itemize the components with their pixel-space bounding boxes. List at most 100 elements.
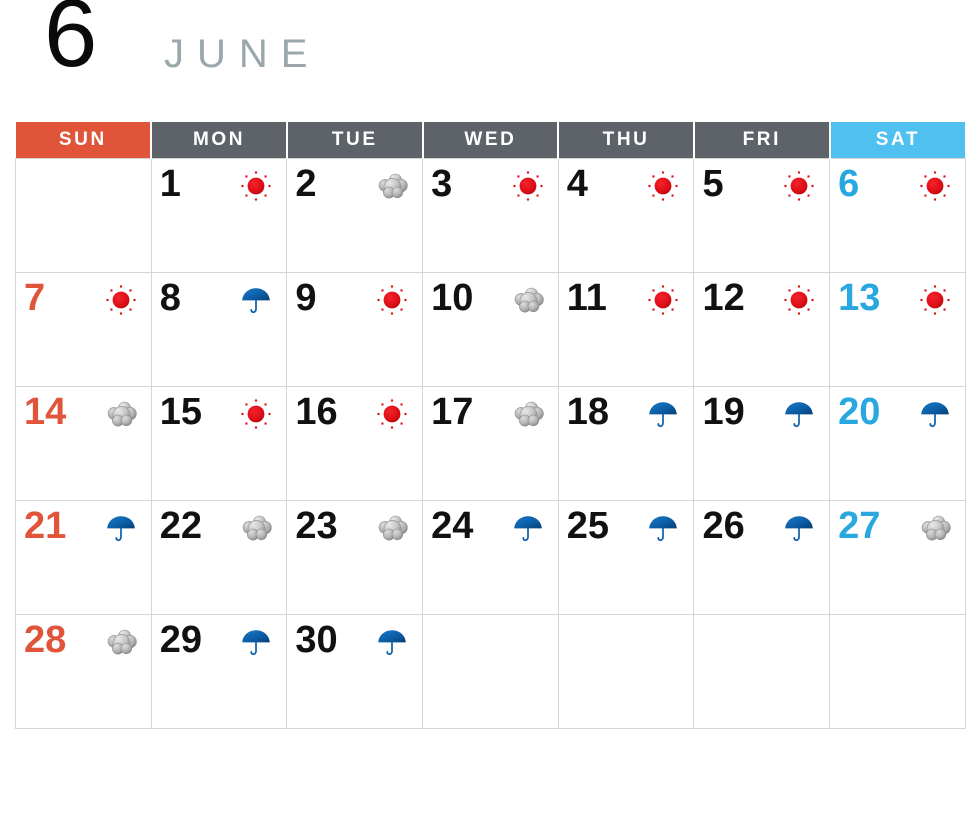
calendar-cell-inner: 14 — [16, 387, 151, 500]
cloud-icon — [238, 510, 274, 546]
calendar-cell-day[interactable]: 21 — [15, 500, 152, 615]
calendar-week-row: 14 15 16 17 18 19 20 — [15, 386, 966, 501]
calendar-cell-inner: 6 — [830, 159, 965, 272]
calendar-cell-inner — [559, 615, 694, 728]
calendar-cell-day[interactable]: 22 — [150, 500, 288, 615]
day-number: 12 — [702, 277, 745, 319]
cloud-icon — [374, 510, 410, 546]
calendar-cell-inner: 4 — [559, 159, 694, 272]
day-number: 1 — [159, 163, 181, 205]
calendar-cell-day[interactable]: 11 — [557, 272, 695, 387]
sun-icon — [374, 282, 410, 318]
calendar-cell-day[interactable]: 30 — [286, 614, 424, 729]
umbrella-icon — [238, 282, 274, 318]
weekday-header-mon: MON — [151, 122, 288, 159]
day-number: 5 — [702, 163, 724, 205]
calendar-cell-day[interactable]: 23 — [286, 500, 424, 615]
day-number: 14 — [24, 391, 67, 433]
month-name: JUNE — [164, 32, 321, 76]
umbrella-icon — [374, 624, 410, 660]
umbrella-icon — [917, 396, 953, 432]
calendar-cell-day[interactable]: 5 — [693, 158, 831, 273]
day-number: 2 — [295, 163, 317, 205]
calendar-body: 1 2 3 4 5 6 7 8 9 10 11 12 13 14 15 16 17 18 19 20 21 22 23 24 2… — [15, 158, 966, 729]
calendar-cell-empty — [829, 614, 966, 729]
umbrella-icon — [103, 510, 139, 546]
calendar-cell-day[interactable]: 16 — [286, 386, 424, 501]
month-number: 6 — [44, 0, 97, 87]
calendar-cell-inner: 12 — [694, 273, 829, 386]
day-number: 17 — [431, 391, 474, 433]
calendar-cell-day[interactable]: 8 — [150, 272, 288, 387]
cloud-icon — [103, 396, 139, 432]
calendar-cell-day[interactable]: 28 — [15, 614, 152, 729]
sun-icon — [781, 282, 817, 318]
calendar-cell-inner: 20 — [830, 387, 965, 500]
calendar-week-row: 1 2 3 4 5 6 — [15, 158, 966, 273]
sun-icon — [238, 396, 274, 432]
calendar-cell-inner: 18 — [559, 387, 694, 500]
calendar-cell-day[interactable]: 10 — [422, 272, 559, 387]
day-number: 21 — [24, 505, 67, 547]
calendar-cell-day[interactable]: 18 — [557, 386, 695, 501]
day-number: 6 — [838, 163, 860, 205]
calendar-cell-inner — [423, 615, 558, 728]
day-number: 18 — [566, 391, 610, 433]
calendar-cell-day[interactable]: 24 — [422, 500, 559, 615]
calendar-cell-day[interactable]: 15 — [150, 386, 288, 501]
day-number: 20 — [838, 391, 881, 433]
cloud-icon — [103, 624, 139, 660]
day-number: 10 — [431, 277, 474, 319]
weekday-header-sat: SAT — [829, 122, 966, 159]
calendar-cell-day[interactable]: 4 — [557, 158, 695, 273]
calendar-week-row: 7 8 9 10 11 12 13 — [15, 272, 966, 387]
calendar-cell-day[interactable]: 27 — [829, 500, 966, 615]
calendar-cell-inner: 23 — [287, 501, 422, 614]
calendar-cell-day[interactable]: 2 — [286, 158, 424, 273]
calendar-cell-day[interactable]: 20 — [829, 386, 966, 501]
calendar-cell-inner: 9 — [287, 273, 422, 386]
weekday-header-wed: WED — [422, 122, 560, 159]
calendar-cell-inner: 22 — [152, 501, 287, 614]
calendar-cell-day[interactable]: 3 — [422, 158, 559, 273]
cloud-icon — [374, 168, 410, 204]
day-number: 3 — [431, 163, 453, 205]
calendar-cell-day[interactable]: 29 — [150, 614, 288, 729]
umbrella-icon — [645, 396, 681, 432]
weekday-header-fri: FRI — [693, 122, 831, 159]
sun-icon — [645, 282, 681, 318]
sun-icon — [510, 168, 546, 204]
calendar-cell-day[interactable]: 12 — [693, 272, 831, 387]
calendar-cell-inner: 28 — [16, 615, 151, 728]
calendar-cell-inner: 11 — [559, 273, 694, 386]
calendar-cell-inner: 3 — [423, 159, 558, 272]
calendar-cell-inner: 17 — [423, 387, 558, 500]
calendar-cell-day[interactable]: 17 — [422, 386, 559, 501]
day-number: 26 — [702, 505, 745, 547]
calendar-cell-inner: 10 — [423, 273, 558, 386]
calendar-cell-inner — [694, 615, 829, 728]
sun-icon — [917, 282, 953, 318]
day-number: 19 — [702, 391, 745, 433]
calendar-cell-day[interactable]: 6 — [829, 158, 966, 273]
day-number: 22 — [159, 505, 202, 547]
calendar-cell-day[interactable]: 7 — [15, 272, 152, 387]
calendar-cell-day[interactable]: 25 — [557, 500, 695, 615]
day-number: 4 — [566, 163, 588, 205]
calendar-cell-day[interactable]: 19 — [693, 386, 831, 501]
calendar-cell-inner: 13 — [830, 273, 965, 386]
calendar-cell-inner — [16, 159, 151, 272]
weekday-header-sun: SUN — [15, 122, 153, 159]
calendar-cell-day[interactable]: 1 — [150, 158, 288, 273]
calendar-cell-inner: 29 — [152, 615, 287, 728]
calendar-cell-day[interactable]: 26 — [693, 500, 831, 615]
day-number: 23 — [295, 505, 338, 547]
sun-icon — [374, 396, 410, 432]
calendar-cell-day[interactable]: 9 — [286, 272, 424, 387]
cloud-icon — [510, 282, 546, 318]
day-number: 15 — [159, 391, 202, 433]
calendar-cell-day[interactable]: 13 — [829, 272, 966, 387]
umbrella-icon — [238, 624, 274, 660]
calendar-cell-day[interactable]: 14 — [15, 386, 152, 501]
day-number: 25 — [566, 505, 610, 547]
